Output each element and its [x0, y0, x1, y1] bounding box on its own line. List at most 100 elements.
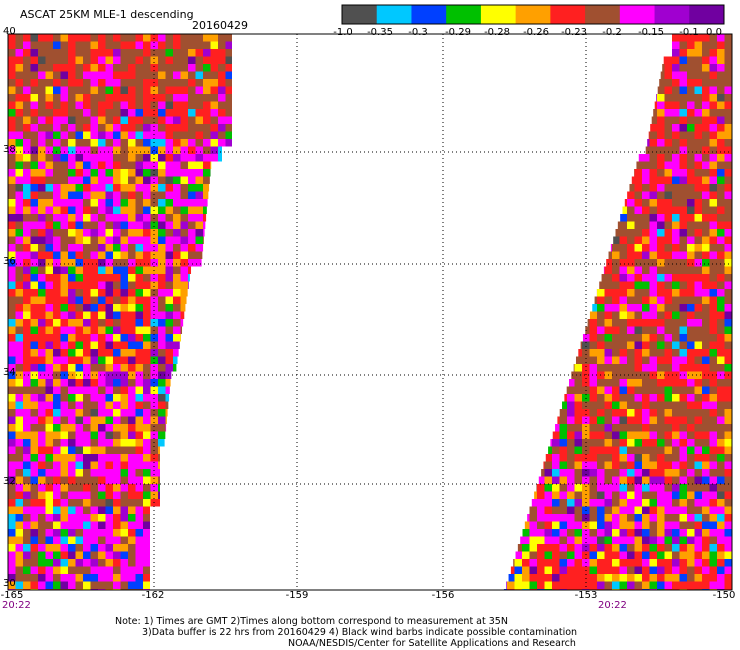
- data-cell: [60, 514, 68, 522]
- data-cell: [642, 281, 650, 289]
- data-cell: [694, 469, 702, 477]
- data-cell: [45, 439, 53, 447]
- data-cell: [128, 86, 136, 94]
- data-cell: [75, 64, 83, 72]
- data-cell: [687, 446, 695, 454]
- data-cell: [672, 379, 680, 387]
- data-cell: [642, 551, 650, 559]
- data-cell: [664, 446, 672, 454]
- data-cell: [120, 41, 128, 49]
- data-cell: [702, 139, 710, 147]
- data-cell: [709, 469, 717, 477]
- data-cell: [627, 229, 635, 237]
- data-cell: [574, 439, 582, 447]
- data-cell: [128, 109, 136, 117]
- data-cell: [679, 416, 687, 424]
- data-cell: [128, 169, 136, 177]
- data-cell: [53, 124, 61, 132]
- data-cell: [135, 349, 143, 357]
- data-cell: [679, 581, 687, 589]
- data-cell: [68, 41, 76, 49]
- data-cell: [724, 229, 732, 237]
- data-cell: [60, 206, 68, 214]
- data-cell: [642, 356, 650, 364]
- data-cell: [38, 521, 46, 529]
- data-cell: [604, 356, 612, 364]
- data-cell: [83, 371, 91, 379]
- data-cell: [694, 446, 702, 454]
- data-cell: [8, 94, 16, 102]
- data-cell: [694, 319, 702, 327]
- data-cell: [98, 394, 106, 402]
- data-cell: [582, 349, 590, 357]
- data-cell: [68, 251, 76, 259]
- data-cell: [687, 71, 695, 79]
- data-cell: [45, 529, 53, 537]
- data-cell: [195, 154, 203, 162]
- data-cell: [30, 514, 38, 522]
- data-cell: [574, 409, 582, 417]
- data-cell: [75, 184, 83, 192]
- data-cell: [664, 221, 672, 229]
- data-cell: [143, 401, 151, 409]
- data-cell: [717, 484, 725, 492]
- data-cell: [75, 206, 83, 214]
- data-cell: [589, 499, 597, 507]
- data-cell: [552, 581, 560, 589]
- data-cell: [597, 431, 605, 439]
- data-cell: [657, 484, 665, 492]
- data-cell: [45, 124, 53, 132]
- data-cell: [657, 559, 665, 567]
- data-cell: [128, 499, 136, 507]
- data-cell: [218, 124, 226, 132]
- data-cell: [23, 394, 31, 402]
- data-cell: [30, 491, 38, 499]
- data-cell: [649, 454, 657, 462]
- data-cell: [83, 431, 91, 439]
- data-cell: [664, 581, 672, 589]
- data-cell: [709, 221, 717, 229]
- data-cell: [627, 416, 635, 424]
- data-cell: [150, 409, 158, 417]
- data-cell: [98, 281, 106, 289]
- data-cell: [717, 64, 725, 72]
- data-cell: [619, 499, 627, 507]
- data-cell: [53, 499, 61, 507]
- data-cell: [702, 184, 710, 192]
- data-cell: [679, 49, 687, 57]
- data-cell: [173, 281, 181, 289]
- data-cell: [83, 79, 91, 87]
- data-cell: [567, 581, 575, 589]
- data-cell: [664, 64, 672, 72]
- data-cell: [98, 484, 106, 492]
- data-cell: [687, 506, 695, 514]
- data-cell: [702, 229, 710, 237]
- data-cell: [135, 304, 143, 312]
- data-cell: [53, 349, 61, 357]
- data-cell: [143, 439, 151, 447]
- data-cell: [589, 334, 597, 342]
- data-cell: [619, 514, 627, 522]
- data-cell: [672, 296, 680, 304]
- data-cell: [158, 206, 166, 214]
- data-cell: [702, 469, 710, 477]
- data-cell: [195, 229, 203, 237]
- colorbar-segment: [342, 5, 378, 24]
- data-cell: [60, 326, 68, 334]
- data-cell: [173, 341, 180, 349]
- data-cell: [664, 139, 672, 147]
- data-cell: [45, 229, 53, 237]
- data-cell: [672, 154, 680, 162]
- data-cell: [98, 229, 106, 237]
- data-cell: [702, 214, 710, 222]
- data-cell: [53, 574, 61, 582]
- data-cell: [210, 79, 218, 87]
- data-cell: [559, 454, 567, 462]
- data-cell: [150, 131, 158, 139]
- data-cell: [83, 101, 91, 109]
- data-cell: [657, 454, 665, 462]
- data-cell: [113, 559, 121, 567]
- data-cell: [45, 154, 53, 162]
- data-cell: [38, 574, 46, 582]
- data-cell: [15, 176, 23, 184]
